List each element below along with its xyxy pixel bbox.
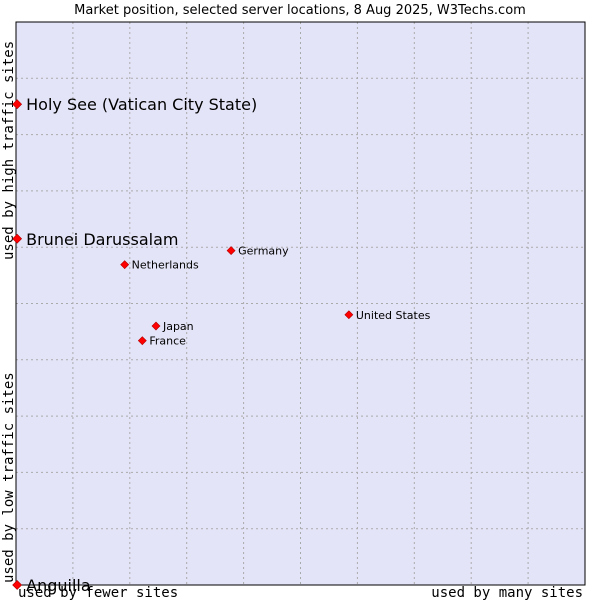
data-point-japan[interactable]	[151, 321, 161, 331]
chart-title: Market position, selected server locatio…	[74, 3, 526, 18]
point-label-france: France	[149, 335, 186, 348]
point-label-anguilla: Anguilla	[26, 576, 91, 595]
x-axis-label-left: used by fewer sites	[18, 585, 178, 600]
data-points: Holy See (Vatican City State) Brunei Daru…	[12, 95, 431, 595]
data-point-holy-see-vatican-city-state[interactable]	[12, 99, 23, 110]
grid-lines	[16, 22, 585, 585]
data-point-germany[interactable]	[226, 246, 236, 256]
point-label-united-states: United States	[356, 309, 431, 322]
y-axis-label-bottom: used by low traffic sites	[1, 372, 17, 583]
point-label-brunei-darussalam: Brunei Darussalam	[26, 230, 178, 249]
data-point-anguilla[interactable]	[12, 580, 23, 590]
x-axis-label-right: used by many sites	[431, 585, 583, 600]
data-point-united-states[interactable]	[344, 310, 354, 320]
point-label-netherlands: Netherlands	[132, 259, 199, 272]
point-label-japan: Japan	[162, 320, 194, 333]
data-point-netherlands[interactable]	[120, 260, 130, 270]
point-label-germany: Germany	[238, 245, 289, 258]
plot-border	[15, 21, 586, 586]
y-axis-label-top: used by high traffic sites	[1, 41, 17, 260]
data-point-brunei-darussalam[interactable]	[12, 233, 23, 244]
point-label-holy-see-vatican-city-state: Holy See (Vatican City State)	[26, 95, 257, 114]
data-point-france[interactable]	[137, 336, 147, 346]
